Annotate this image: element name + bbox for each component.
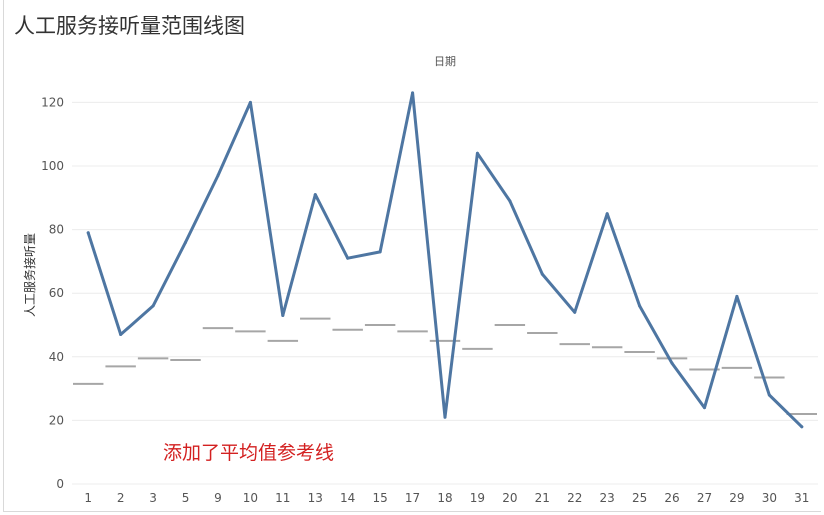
- data-point: [605, 212, 609, 216]
- y-tick-label: 20: [49, 413, 64, 427]
- data-point: [508, 199, 512, 203]
- data-point: [767, 393, 771, 397]
- x-tick-label: 10: [243, 491, 258, 505]
- data-point: [281, 313, 285, 317]
- data-point: [540, 272, 544, 276]
- data-point: [184, 240, 188, 244]
- x-tick-label: 13: [308, 491, 323, 505]
- y-tick-label: 100: [41, 159, 64, 173]
- x-tick-label: 31: [794, 491, 809, 505]
- data-point: [443, 415, 447, 419]
- y-tick-label: 80: [49, 223, 64, 237]
- data-point: [248, 100, 252, 104]
- x-tick-label: 30: [762, 491, 777, 505]
- x-tick-label: 21: [535, 491, 550, 505]
- y-tick-label: 40: [49, 350, 64, 364]
- data-point: [378, 250, 382, 254]
- x-tick-label: 20: [502, 491, 517, 505]
- x-tick-label: 1: [84, 491, 92, 505]
- data-point: [151, 304, 155, 308]
- x-tick-label: 11: [275, 491, 290, 505]
- x-tick-label: 17: [405, 491, 420, 505]
- data-point: [216, 174, 220, 178]
- x-tick-label: 26: [664, 491, 679, 505]
- data-point: [670, 361, 674, 365]
- data-point: [411, 91, 415, 95]
- data-point: [475, 151, 479, 155]
- y-tick-label: 60: [49, 286, 64, 300]
- x-tick-label: 14: [340, 491, 355, 505]
- x-tick-label: 19: [470, 491, 485, 505]
- data-point: [800, 425, 804, 429]
- data-point: [313, 193, 317, 197]
- y-axis-label: 人工服务接听量: [22, 233, 37, 317]
- chart-title: 人工服务接听量范围线图: [14, 14, 245, 38]
- data-point: [735, 294, 739, 298]
- y-axis-ticks: 0 20 40 60 80 100 120: [41, 95, 64, 491]
- x-tick-label: 9: [214, 491, 222, 505]
- annotation-text: 添加了平均值参考线: [163, 442, 335, 464]
- data-point: [346, 256, 350, 260]
- grid-lines: [72, 101, 818, 485]
- data-point: [573, 310, 577, 314]
- x-tick-label: 23: [600, 491, 615, 505]
- series-line: [86, 91, 804, 429]
- x-tick-label: 18: [437, 491, 452, 505]
- data-point: [86, 231, 90, 235]
- y-tick-label: 0: [56, 477, 64, 491]
- x-tick-label: 5: [182, 491, 190, 505]
- x-axis-ticks: 1 2 3 5 9 10 11 13 14 15 17 18 19 20 21 22 23 25 26 27 29 30 3…: [84, 491, 809, 505]
- x-tick-label: 3: [149, 491, 157, 505]
- x-tick-label: 22: [567, 491, 582, 505]
- data-point: [638, 304, 642, 308]
- y-tick-label: 120: [41, 95, 64, 109]
- x-tick-label: 27: [697, 491, 712, 505]
- x-tick-label: 15: [372, 491, 387, 505]
- data-point: [119, 333, 123, 337]
- column-header: 日期: [434, 55, 456, 68]
- x-tick-label: 25: [632, 491, 647, 505]
- x-tick-label: 2: [117, 491, 125, 505]
- data-point: [702, 406, 706, 410]
- chart-frame: [3, 0, 821, 512]
- x-tick-label: 29: [729, 491, 744, 505]
- series-line-layer: [86, 91, 804, 429]
- reference-lines: [73, 317, 817, 416]
